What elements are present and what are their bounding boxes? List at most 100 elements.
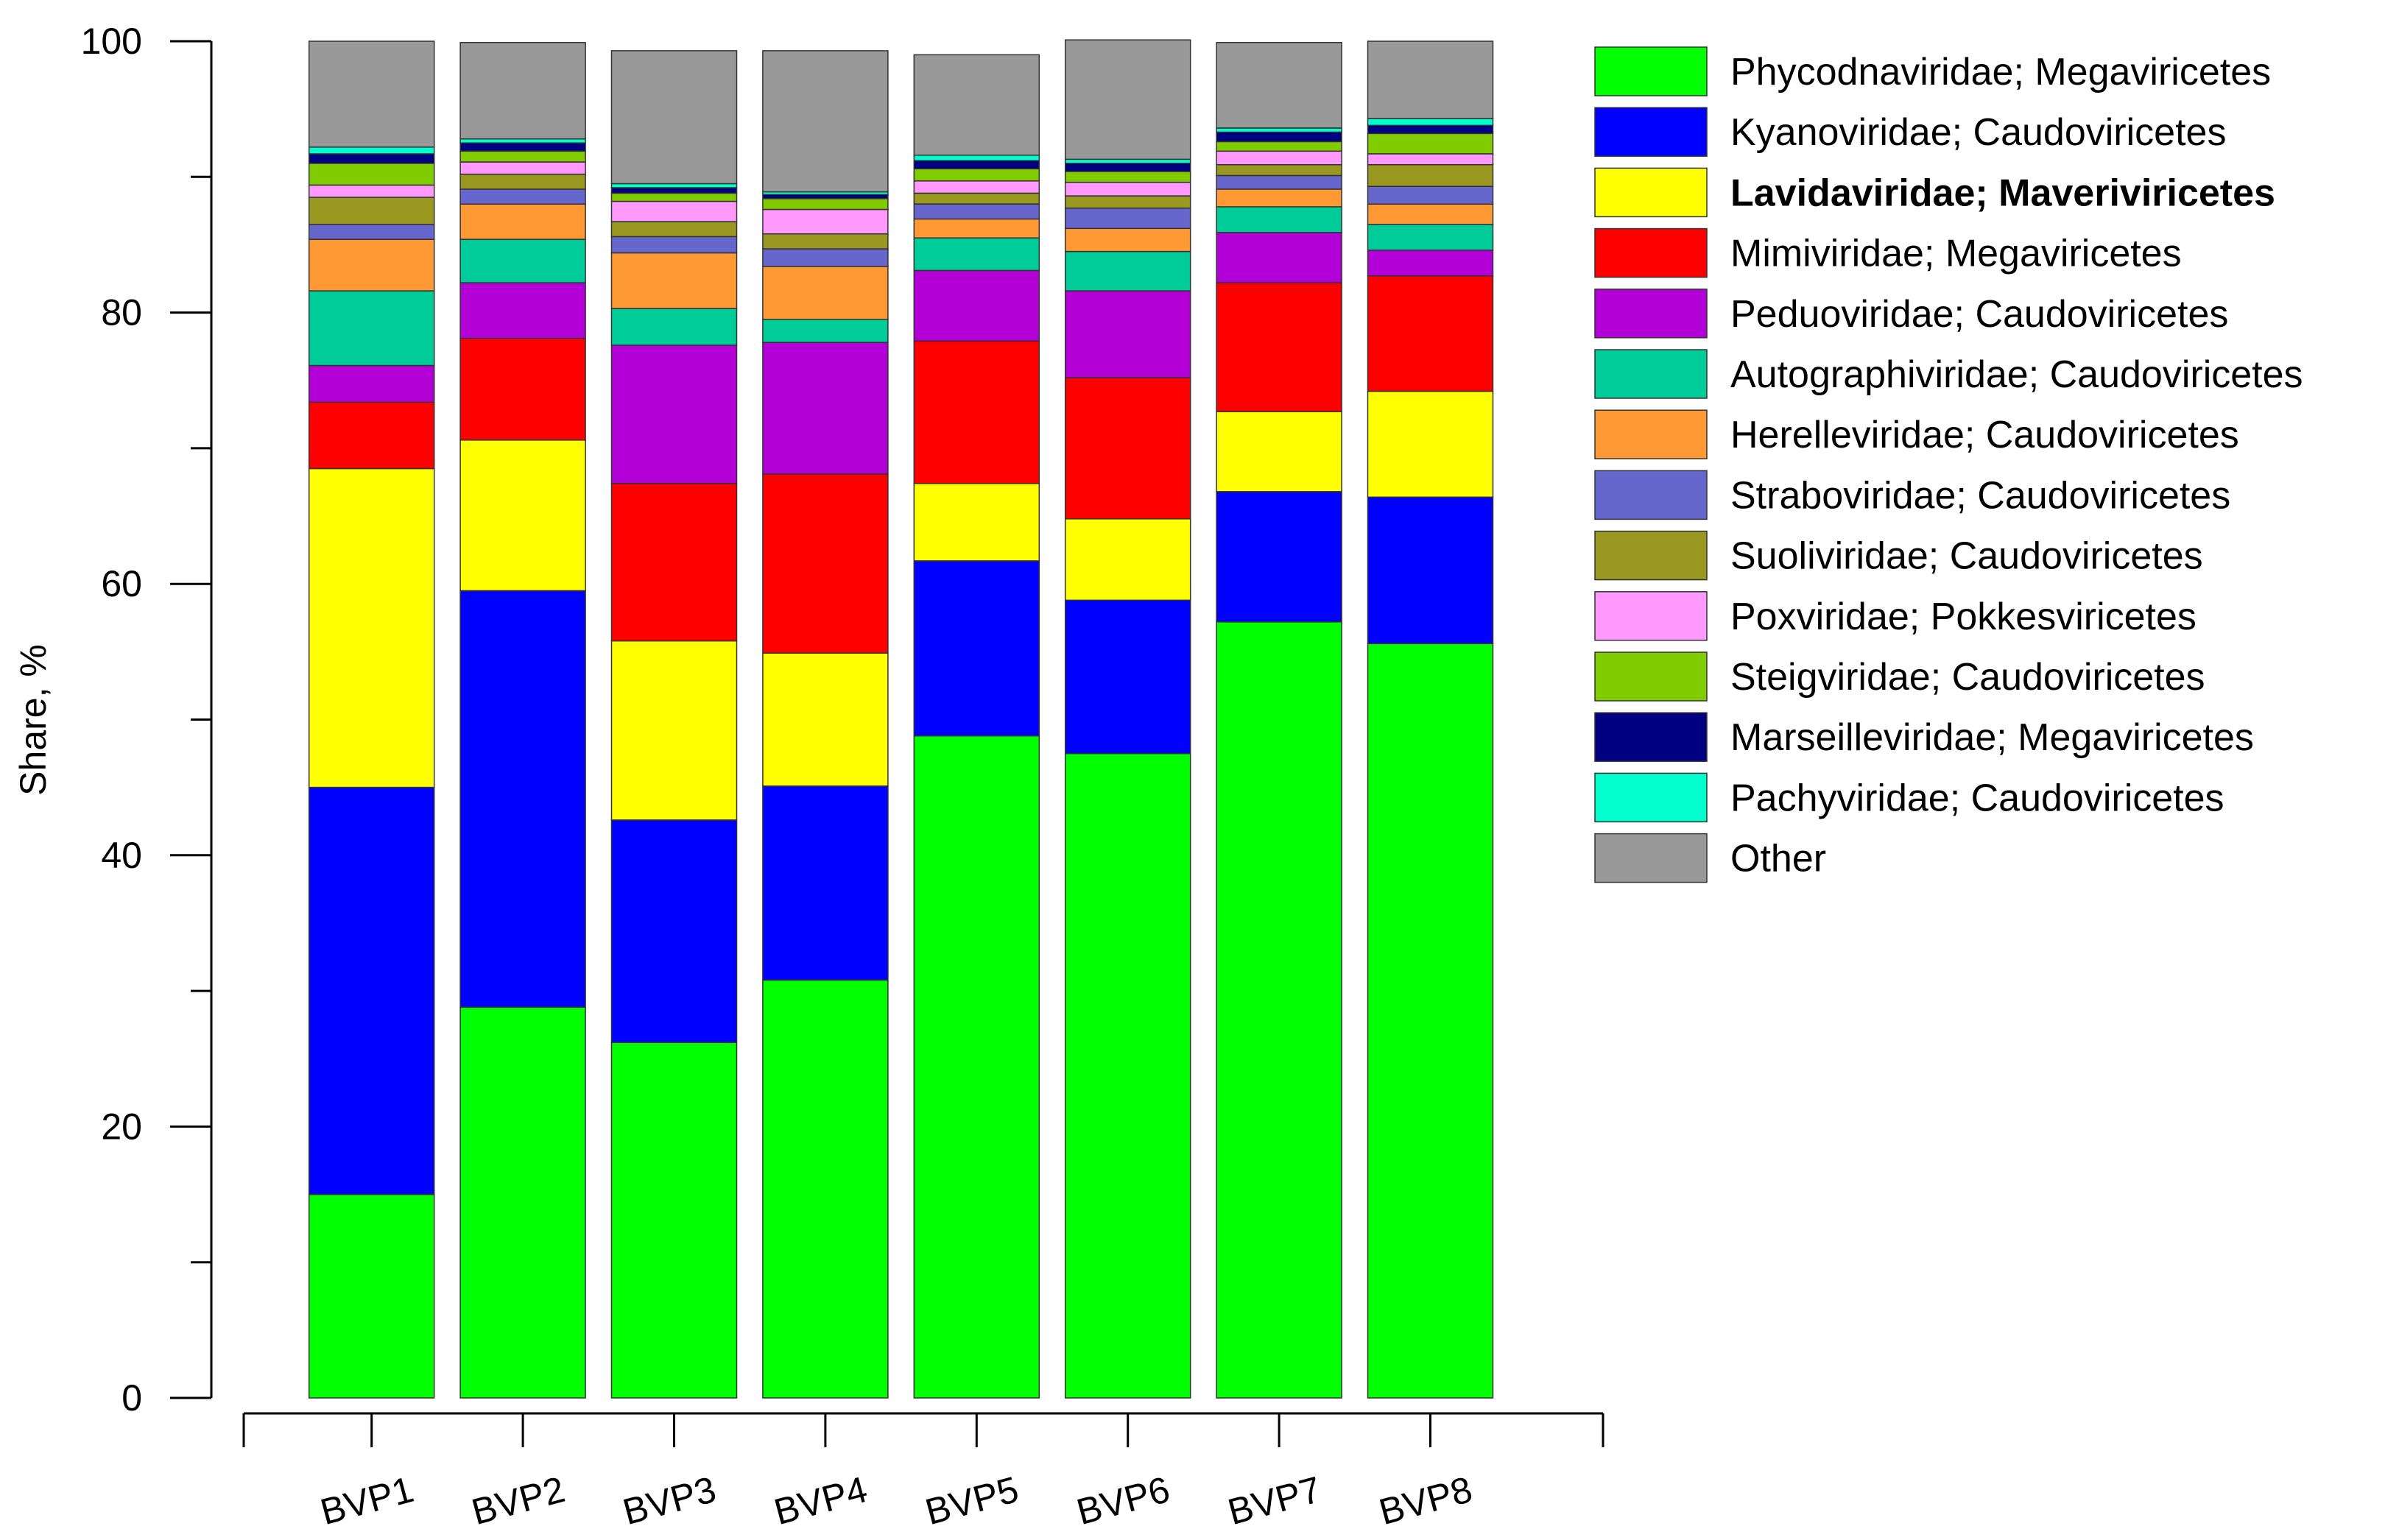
legend-label-autographiviridae-caudoviricetes: Autographiviridae; Caudoviricetes: [1730, 353, 2303, 396]
legend-swatch-autographiviridae-caudoviricetes: [1594, 349, 1708, 399]
x-tick-label-bvp3: BVP3: [619, 1469, 720, 1533]
bar-segment-bvp3-peduoviridae-caudoviricetes: [610, 345, 738, 484]
bar-segment-bvp6-herelleviridae-caudoviricetes: [1064, 227, 1191, 252]
x-tick-label-bvp4: BVP4: [770, 1469, 872, 1533]
legend-swatch-mimiviridae-megaviricetes: [1594, 227, 1708, 278]
bar-segment-bvp5-pachyviridae-caudoviricetes: [913, 155, 1040, 161]
bar-segment-bvp7-marseilleviridae-megaviricetes: [1216, 131, 1342, 143]
y-tick-label-80: 80: [101, 292, 142, 333]
legend-label-lavidaviridae-maveriviricetes: Lavidaviridae; Maveriviricetes: [1730, 172, 2275, 214]
bar-segment-bvp3-other: [610, 50, 738, 185]
legend-swatch-poxviridae-pokkesviricetes: [1594, 591, 1708, 641]
bar-segment-bvp5-mimiviridae-megaviricetes: [913, 340, 1040, 484]
bar-segment-bvp4-mimiviridae-megaviricetes: [762, 473, 889, 654]
bar-segment-bvp4-peduoviridae-caudoviricetes: [762, 342, 889, 475]
legend-swatch-phycodnaviridae-megaviricetes: [1594, 46, 1708, 96]
bar-segment-bvp5-peduoviridae-caudoviricetes: [913, 269, 1040, 342]
bar-segment-bvp4-straboviridae-caudoviricetes: [762, 248, 889, 267]
bar-segment-bvp6-lavidaviridae-maveriviricetes: [1064, 518, 1191, 601]
bar-segment-bvp1-mimiviridae-megaviricetes: [308, 401, 435, 470]
bar-segment-bvp5-steigviridae-caudoviricetes: [913, 168, 1040, 182]
legend-label-steigviridae-caudoviricetes: Steigviridae; Caudoviricetes: [1730, 656, 2205, 699]
bar-segment-bvp8-steigviridae-caudoviricetes: [1367, 133, 1494, 155]
bar-segment-bvp6-phycodnaviridae-megaviricetes: [1064, 752, 1191, 1399]
bar-segment-bvp3-marseilleviridae-megaviricetes: [610, 187, 738, 194]
bar-segment-bvp8-peduoviridae-caudoviricetes: [1367, 250, 1494, 277]
bar-segment-bvp1-suoliviridae-caudoviricetes: [308, 197, 435, 225]
legend-swatch-straboviridae-caudoviricetes: [1594, 470, 1708, 520]
bar-segment-bvp2-other: [459, 42, 586, 140]
bar-segment-bvp1-other: [308, 40, 435, 148]
bar-segment-bvp2-pachyviridae-caudoviricetes: [459, 138, 586, 144]
bar-segment-bvp8-phycodnaviridae-megaviricetes: [1367, 643, 1494, 1399]
bar-segment-bvp8-straboviridae-caudoviricetes: [1367, 186, 1494, 205]
x-tick-label-bvp1: BVP1: [316, 1469, 418, 1533]
y-tick-label-100: 100: [81, 21, 142, 62]
bar-segment-bvp8-suoliviridae-caudoviricetes: [1367, 163, 1494, 187]
legend-swatch-peduoviridae-caudoviricetes: [1594, 289, 1708, 339]
bar-segment-bvp2-straboviridae-caudoviricetes: [459, 188, 586, 205]
legend-swatch-other: [1594, 833, 1708, 883]
bar-segment-bvp1-herelleviridae-caudoviricetes: [308, 239, 435, 292]
bar-segment-bvp1-marseilleviridae-megaviricetes: [308, 153, 435, 164]
bar-segment-bvp1-peduoviridae-caudoviricetes: [308, 364, 435, 403]
bar-segment-bvp3-autographiviridae-caudoviricetes: [610, 308, 738, 346]
bar-segment-bvp3-suoliviridae-caudoviricetes: [610, 221, 738, 238]
bar-segment-bvp2-marseilleviridae-megaviricetes: [459, 142, 586, 152]
bar-segment-bvp5-herelleviridae-caudoviricetes: [913, 218, 1040, 239]
bar-segment-bvp4-marseilleviridae-megaviricetes: [762, 194, 889, 199]
bar-segment-bvp8-autographiviridae-caudoviricetes: [1367, 224, 1494, 251]
legend-label-herelleviridae-caudoviricetes: Herelleviridae; Caudoviricetes: [1730, 414, 2239, 456]
bar-segment-bvp4-poxviridae-pokkesviricetes: [762, 208, 889, 235]
y-tick-label-20: 20: [101, 1106, 142, 1147]
bar-segment-bvp7-peduoviridae-caudoviricetes: [1216, 232, 1342, 283]
bar-segment-bvp5-phycodnaviridae-megaviricetes: [913, 735, 1040, 1399]
bar-segment-bvp6-other: [1064, 39, 1191, 160]
bar-segment-bvp2-suoliviridae-caudoviricetes: [459, 173, 586, 190]
bar-segment-bvp2-kyanoviridae-caudoviricetes: [459, 590, 586, 1008]
bar-segment-bvp3-steigviridae-caudoviricetes: [610, 192, 738, 202]
bar-segment-bvp7-autographiviridae-caudoviricetes: [1216, 206, 1342, 233]
bar-segment-bvp1-autographiviridae-caudoviricetes: [308, 290, 435, 367]
legend-swatch-suoliviridae-caudoviricetes: [1594, 530, 1708, 581]
bar-segment-bvp1-pachyviridae-caudoviricetes: [308, 146, 435, 155]
y-tick-label-0: 0: [121, 1377, 142, 1419]
bar-segment-bvp2-steigviridae-caudoviricetes: [459, 150, 586, 163]
bar-segment-bvp2-lavidaviridae-maveriviricetes: [459, 439, 586, 592]
bar-segment-bvp2-mimiviridae-megaviricetes: [459, 337, 586, 441]
bar-segment-bvp4-phycodnaviridae-megaviricetes: [762, 979, 889, 1399]
legend-swatch-pachyviridae-caudoviricetes: [1594, 772, 1708, 823]
y-axis-title: Share, %: [13, 644, 54, 796]
x-tick-label-bvp7: BVP7: [1224, 1469, 1325, 1533]
bar-segment-bvp5-kyanoviridae-caudoviricetes: [913, 560, 1040, 737]
x-tick-label-bvp5: BVP5: [921, 1469, 1023, 1533]
bar-segment-bvp3-straboviridae-caudoviricetes: [610, 236, 738, 254]
legend-label-kyanoviridae-caudoviricetes: Kyanoviridae; Caudoviricetes: [1730, 111, 2226, 154]
bar-segment-bvp4-suoliviridae-caudoviricetes: [762, 233, 889, 250]
bar-segment-bvp6-marseilleviridae-megaviricetes: [1064, 163, 1191, 172]
bar-segment-bvp7-phycodnaviridae-megaviricetes: [1216, 621, 1342, 1399]
bar-segment-bvp2-herelleviridae-caudoviricetes: [459, 203, 586, 240]
bar-segment-bvp3-kyanoviridae-caudoviricetes: [610, 819, 738, 1043]
bar-segment-bvp5-marseilleviridae-megaviricetes: [913, 160, 1040, 170]
bar-segment-bvp8-mimiviridae-megaviricetes: [1367, 275, 1494, 392]
bar-segment-bvp8-other: [1367, 40, 1494, 119]
legend-swatch-steigviridae-caudoviricetes: [1594, 651, 1708, 702]
bar-segment-bvp7-poxviridae-pokkesviricetes: [1216, 150, 1342, 166]
bar-segment-bvp8-pachyviridae-caudoviricetes: [1367, 118, 1494, 127]
bar-segment-bvp3-poxviridae-pokkesviricetes: [610, 200, 738, 222]
y-tick-label-40: 40: [101, 835, 142, 876]
legend-label-straboviridae-caudoviricetes: Straboviridae; Caudoviricetes: [1730, 474, 2230, 517]
legend-swatch-kyanoviridae-caudoviricetes: [1594, 107, 1708, 157]
bars-group: [308, 39, 1494, 1399]
bar-segment-bvp6-kyanoviridae-caudoviricetes: [1064, 599, 1191, 755]
bar-segment-bvp2-phycodnaviridae-megaviricetes: [459, 1006, 586, 1399]
bar-segment-bvp7-other: [1216, 42, 1342, 129]
bar-segment-bvp6-straboviridae-caudoviricetes: [1064, 207, 1191, 230]
legend-label-mimiviridae-megaviricetes: Mimiviridae; Megaviricetes: [1730, 233, 2182, 275]
x-tick-label-bvp6: BVP6: [1072, 1469, 1174, 1533]
bar-segment-bvp2-poxviridae-pokkesviricetes: [459, 161, 586, 175]
bar-segment-bvp4-other: [762, 50, 889, 193]
bar-segment-bvp1-phycodnaviridae-megaviricetes: [308, 1193, 435, 1399]
